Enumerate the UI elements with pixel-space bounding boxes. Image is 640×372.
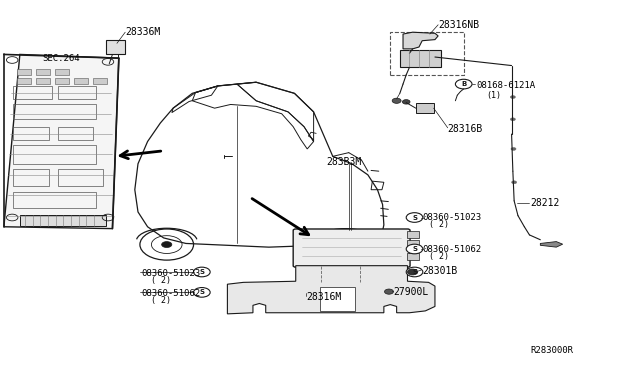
Polygon shape xyxy=(540,241,563,247)
Circle shape xyxy=(510,118,515,121)
Bar xyxy=(58,169,103,186)
Bar xyxy=(320,287,355,311)
Bar xyxy=(13,145,97,164)
Polygon shape xyxy=(4,54,119,229)
Bar xyxy=(17,69,31,75)
Text: S: S xyxy=(412,215,417,221)
Text: 08168-6121A: 08168-6121A xyxy=(476,81,536,90)
Circle shape xyxy=(162,241,172,247)
Circle shape xyxy=(510,96,515,99)
Bar xyxy=(74,78,88,84)
Text: S: S xyxy=(412,246,417,252)
Bar xyxy=(20,215,106,226)
Text: ( 2): ( 2) xyxy=(429,252,449,261)
Circle shape xyxy=(193,267,210,277)
Bar xyxy=(55,78,69,84)
Bar xyxy=(408,240,419,247)
Bar xyxy=(58,86,97,99)
Text: ( 2): ( 2) xyxy=(151,296,171,305)
Text: S: S xyxy=(199,289,204,295)
Text: 08360-51023: 08360-51023 xyxy=(422,213,481,222)
Bar xyxy=(106,39,125,54)
Circle shape xyxy=(392,98,401,103)
Circle shape xyxy=(511,147,516,150)
Circle shape xyxy=(406,244,423,254)
Text: 28316NB: 28316NB xyxy=(438,20,479,30)
Circle shape xyxy=(403,100,410,104)
Text: 08360-51062: 08360-51062 xyxy=(141,289,200,298)
Circle shape xyxy=(406,213,423,222)
Bar xyxy=(408,253,419,260)
Text: 08360-51023: 08360-51023 xyxy=(141,269,200,278)
Text: (1): (1) xyxy=(486,91,501,100)
Text: ( 2): ( 2) xyxy=(151,276,171,285)
Bar xyxy=(55,69,69,75)
Polygon shape xyxy=(403,32,438,49)
Bar xyxy=(58,127,93,140)
Text: B: B xyxy=(461,81,467,87)
Polygon shape xyxy=(227,266,435,314)
Text: 28212: 28212 xyxy=(531,198,560,208)
Bar xyxy=(400,49,442,67)
Text: 28316B: 28316B xyxy=(448,124,483,134)
FancyBboxPatch shape xyxy=(293,229,410,267)
Circle shape xyxy=(385,289,394,294)
Bar xyxy=(13,86,52,99)
Text: 28316M: 28316M xyxy=(306,292,341,302)
Circle shape xyxy=(511,181,516,184)
Text: 28301B: 28301B xyxy=(422,266,458,276)
Bar xyxy=(390,32,464,75)
Bar xyxy=(13,192,97,208)
Text: ( 2): ( 2) xyxy=(429,221,449,230)
Bar xyxy=(13,127,49,140)
Circle shape xyxy=(408,269,418,275)
Text: 08360-51062: 08360-51062 xyxy=(422,244,481,253)
Text: S: S xyxy=(199,269,204,275)
Bar xyxy=(93,78,108,84)
Text: 28336M: 28336M xyxy=(125,27,161,37)
Bar xyxy=(36,78,50,84)
Circle shape xyxy=(456,79,472,89)
Bar xyxy=(13,105,97,119)
Text: 27900L: 27900L xyxy=(394,286,429,296)
Bar xyxy=(13,169,49,186)
Circle shape xyxy=(406,267,423,277)
Bar xyxy=(416,103,434,113)
Text: SEC.264: SEC.264 xyxy=(42,54,80,62)
Text: S: S xyxy=(412,269,417,275)
Circle shape xyxy=(193,288,210,297)
Bar xyxy=(17,78,31,84)
Text: R283000R: R283000R xyxy=(531,346,573,355)
Bar xyxy=(408,231,419,238)
Bar xyxy=(36,69,50,75)
Text: 283B3M: 283B3M xyxy=(326,157,362,167)
Circle shape xyxy=(340,242,351,248)
